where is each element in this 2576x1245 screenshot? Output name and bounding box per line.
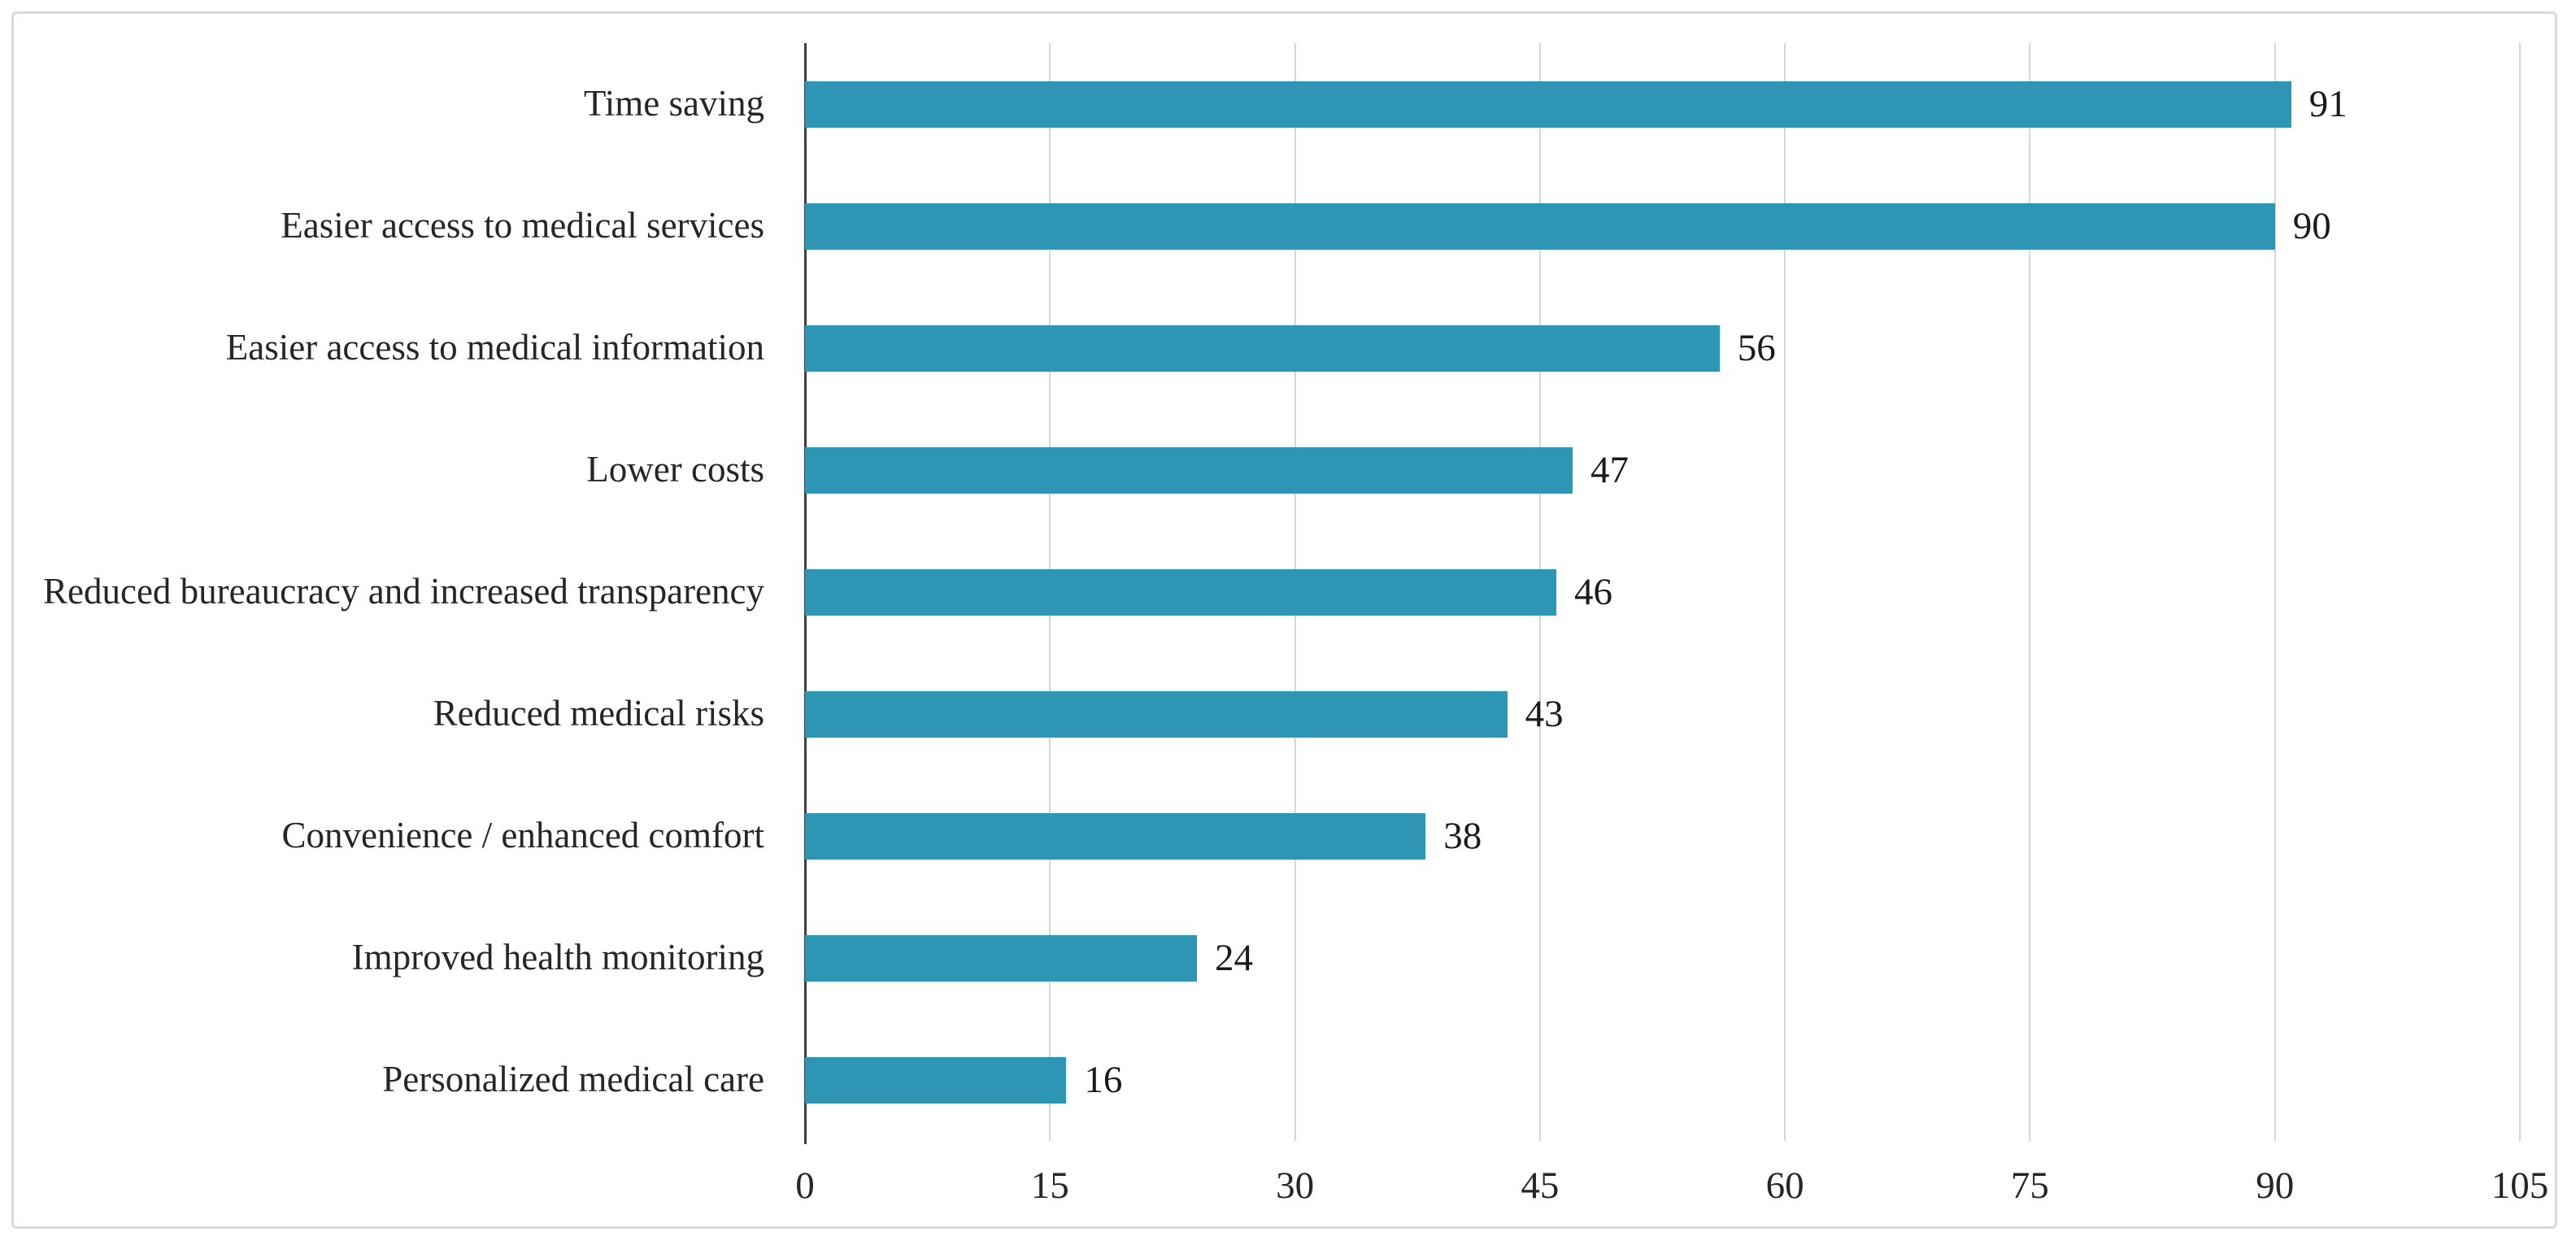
bar-track: 38: [805, 775, 2520, 897]
x-tick-label: 105: [2491, 1164, 2549, 1207]
bar-track: 24: [805, 897, 2520, 1019]
x-tick-label: 0: [795, 1164, 815, 1207]
value-label: 38: [1443, 815, 1482, 857]
gridline: [2519, 43, 2521, 1141]
bar: [805, 202, 2275, 250]
x-tick-label: 45: [1521, 1164, 1560, 1207]
category-label: Convenience / enhanced comfort: [281, 815, 764, 856]
value-label: 43: [1525, 693, 1564, 735]
bar: [805, 324, 1720, 372]
bar: [805, 812, 1426, 860]
bar-track: 56: [805, 287, 2520, 409]
bar-track: 47: [805, 409, 2520, 531]
bar-track: 46: [805, 531, 2520, 653]
bar: [805, 690, 1508, 738]
bar: [805, 568, 1556, 616]
category-label: Time saving: [583, 83, 764, 124]
bar-row: Improved health monitoring 24: [14, 897, 2520, 1019]
category-label: Reduced medical risks: [433, 693, 764, 734]
value-label: 46: [1573, 571, 1612, 613]
x-tick-label: 15: [1030, 1164, 1069, 1207]
chart-frame: Time saving 91 Easier access to medical se…: [11, 11, 2557, 1229]
x-tick-label: 60: [1765, 1164, 1804, 1207]
category-label: Easier access to medical services: [281, 205, 764, 246]
x-axis: 0 15 30 45 60 75 90 105: [795, 1141, 2548, 1218]
value-label: 16: [1084, 1059, 1123, 1101]
bar-track: 43: [805, 653, 2520, 775]
bar-row: Easier access to medical services 90: [14, 165, 2520, 287]
x-tick-label: 90: [2256, 1164, 2295, 1207]
bar-track: 91: [805, 43, 2520, 165]
bar: [805, 446, 1573, 494]
gridline: [2029, 43, 2031, 1141]
bar-row: Time saving 91: [14, 43, 2520, 165]
value-label: 90: [2292, 205, 2331, 247]
bar: [805, 81, 2291, 128]
category-label: Easier access to medical information: [225, 327, 764, 368]
bar: [805, 934, 1198, 982]
gridline: [1784, 43, 1786, 1141]
value-label: 47: [1590, 449, 1630, 491]
x-tick-label: 75: [2010, 1164, 2049, 1207]
bar-row: Lower costs 47: [14, 409, 2520, 531]
bar-row: Easier access to medical information 56: [14, 287, 2520, 409]
bar: [805, 1056, 1067, 1104]
category-label: Improved health monitoring: [351, 937, 764, 978]
bar-rows: Time saving 91 Easier access to medical se…: [14, 43, 2520, 1141]
gridline: [2274, 43, 2276, 1141]
category-label: Lower costs: [586, 449, 764, 490]
value-label: 91: [2308, 83, 2348, 125]
bar-row: Convenience / enhanced comfort 38: [14, 775, 2520, 897]
bar-track: 90: [805, 165, 2520, 287]
category-label: Personalized medical care: [382, 1059, 764, 1100]
value-label: 56: [1737, 327, 1776, 369]
bar-row: Reduced medical risks 43: [14, 653, 2520, 775]
bar-row: Reduced bureaucracy and increased transp…: [14, 531, 2520, 653]
value-label: 24: [1215, 937, 1254, 979]
bar-row: Personalized medical care 16: [14, 1019, 2520, 1141]
x-tick-label: 30: [1276, 1164, 1315, 1207]
bar-track: 16: [805, 1019, 2520, 1141]
category-label: Reduced bureaucracy and increased transp…: [42, 571, 764, 612]
bar-chart: Time saving 91 Easier access to medical se…: [14, 43, 2555, 1226]
